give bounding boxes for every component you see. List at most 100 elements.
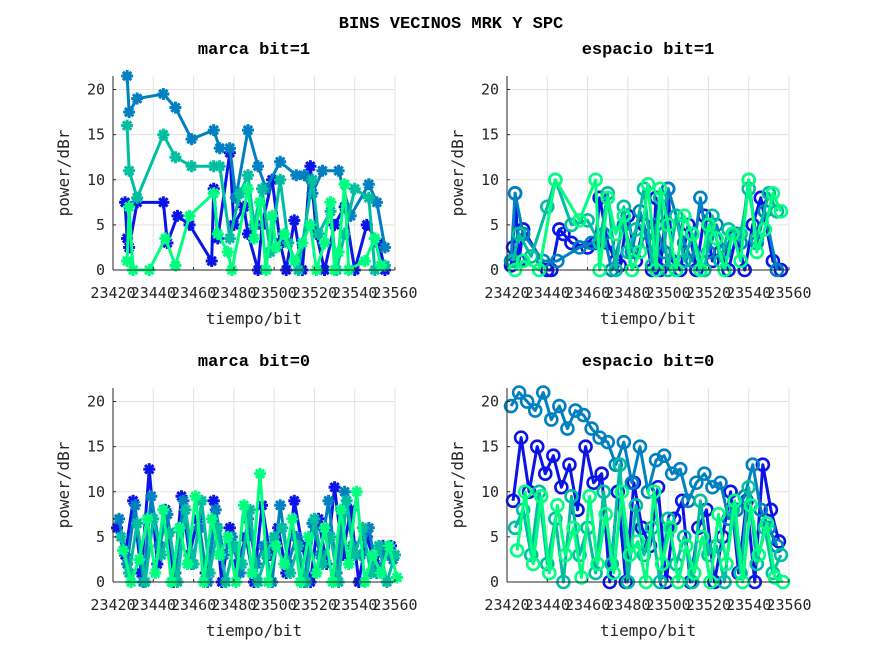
y-axis-label: power/dBr	[54, 441, 73, 528]
data-point	[171, 209, 184, 222]
x-axis-label: tiempo/bit	[206, 621, 302, 640]
data-point	[652, 181, 668, 197]
data-point	[552, 398, 567, 414]
data-point	[169, 259, 182, 272]
data-point	[529, 439, 545, 454]
data-point	[131, 191, 144, 204]
data-point	[614, 484, 630, 500]
data-point	[338, 485, 351, 498]
x-tick-label: 23540	[726, 284, 771, 302]
data-point	[672, 461, 688, 477]
data-point	[741, 479, 757, 495]
data-point	[773, 547, 789, 563]
data-point	[594, 466, 609, 482]
data-point	[141, 512, 154, 525]
data-point	[527, 403, 543, 418]
data-point	[121, 119, 134, 132]
data-point	[713, 475, 728, 491]
data-point	[676, 208, 692, 224]
data-point	[580, 213, 595, 228]
data-point	[546, 448, 561, 463]
data-point	[131, 517, 144, 530]
data-point	[733, 226, 748, 242]
data-point	[366, 548, 379, 561]
y-tick-label: 15	[481, 438, 499, 456]
data-point	[237, 499, 250, 512]
data-point	[123, 106, 136, 119]
data-point	[517, 484, 533, 500]
x-tick-label: 23420	[90, 596, 135, 614]
data-point	[733, 253, 748, 269]
data-point	[719, 556, 734, 572]
data-point	[554, 479, 569, 495]
data-point	[121, 254, 134, 267]
data-point	[241, 182, 254, 195]
data-point	[284, 566, 297, 579]
data-point	[378, 241, 391, 254]
data-point	[205, 254, 218, 267]
data-point	[123, 200, 136, 213]
data-point	[121, 70, 134, 82]
data-point	[252, 160, 265, 173]
data-point	[149, 566, 162, 579]
y-tick-label: 10	[87, 483, 105, 501]
data-point	[157, 88, 170, 101]
data-point	[211, 227, 224, 240]
data-point	[332, 245, 345, 258]
data-point	[525, 556, 541, 572]
y-tick-label: 20	[87, 81, 105, 99]
data-point	[115, 530, 128, 543]
x-tick-label: 23540	[726, 596, 771, 614]
data-point	[368, 232, 381, 245]
data-point	[550, 498, 565, 513]
y-tick-label: 15	[87, 126, 105, 144]
data-point	[687, 565, 702, 581]
x-tick-label: 23520	[686, 596, 731, 614]
y-axis-label: power/dBr	[54, 129, 73, 216]
data-point	[507, 186, 523, 201]
data-point	[588, 565, 603, 581]
data-point	[741, 172, 757, 188]
data-point	[749, 244, 765, 260]
data-point	[207, 187, 220, 200]
data-point	[660, 217, 676, 233]
data-point	[248, 232, 260, 245]
data-point	[743, 498, 759, 513]
data-point	[296, 236, 309, 249]
data-point	[586, 475, 601, 491]
data-point	[678, 538, 694, 554]
data-point	[519, 394, 535, 409]
data-point	[254, 196, 267, 209]
x-axis-label: tiempo/bit	[206, 309, 302, 328]
data-point	[588, 172, 603, 188]
x-tick-label: 23540	[332, 284, 377, 302]
data-point	[159, 232, 172, 245]
data-point	[572, 213, 587, 228]
data-point	[751, 547, 767, 563]
data-point	[181, 557, 194, 570]
subplot-title: marca bit=1	[198, 41, 310, 60]
data-point	[564, 488, 579, 504]
data-point	[539, 199, 555, 215]
data-point	[727, 493, 742, 509]
data-point	[745, 457, 761, 472]
figure-title: BINS VECINOS MRK Y SPC	[339, 15, 563, 34]
x-tick-label: 23520	[292, 596, 337, 614]
data-point	[759, 516, 775, 531]
x-tick-label: 23500	[252, 284, 297, 302]
x-tick-label: 23440	[525, 596, 570, 614]
data-point	[632, 439, 648, 454]
x-tick-label: 23520	[686, 284, 731, 302]
data-point	[348, 182, 361, 195]
data-point	[318, 236, 331, 249]
y-tick-label: 0	[96, 261, 105, 279]
data-point	[332, 164, 345, 177]
data-point	[308, 512, 321, 525]
data-point	[582, 488, 597, 504]
data-point	[701, 217, 716, 233]
data-point	[288, 254, 301, 267]
data-point	[278, 227, 291, 240]
data-point	[117, 544, 130, 557]
x-tick-label: 23560	[766, 596, 811, 614]
data-point	[636, 547, 652, 563]
